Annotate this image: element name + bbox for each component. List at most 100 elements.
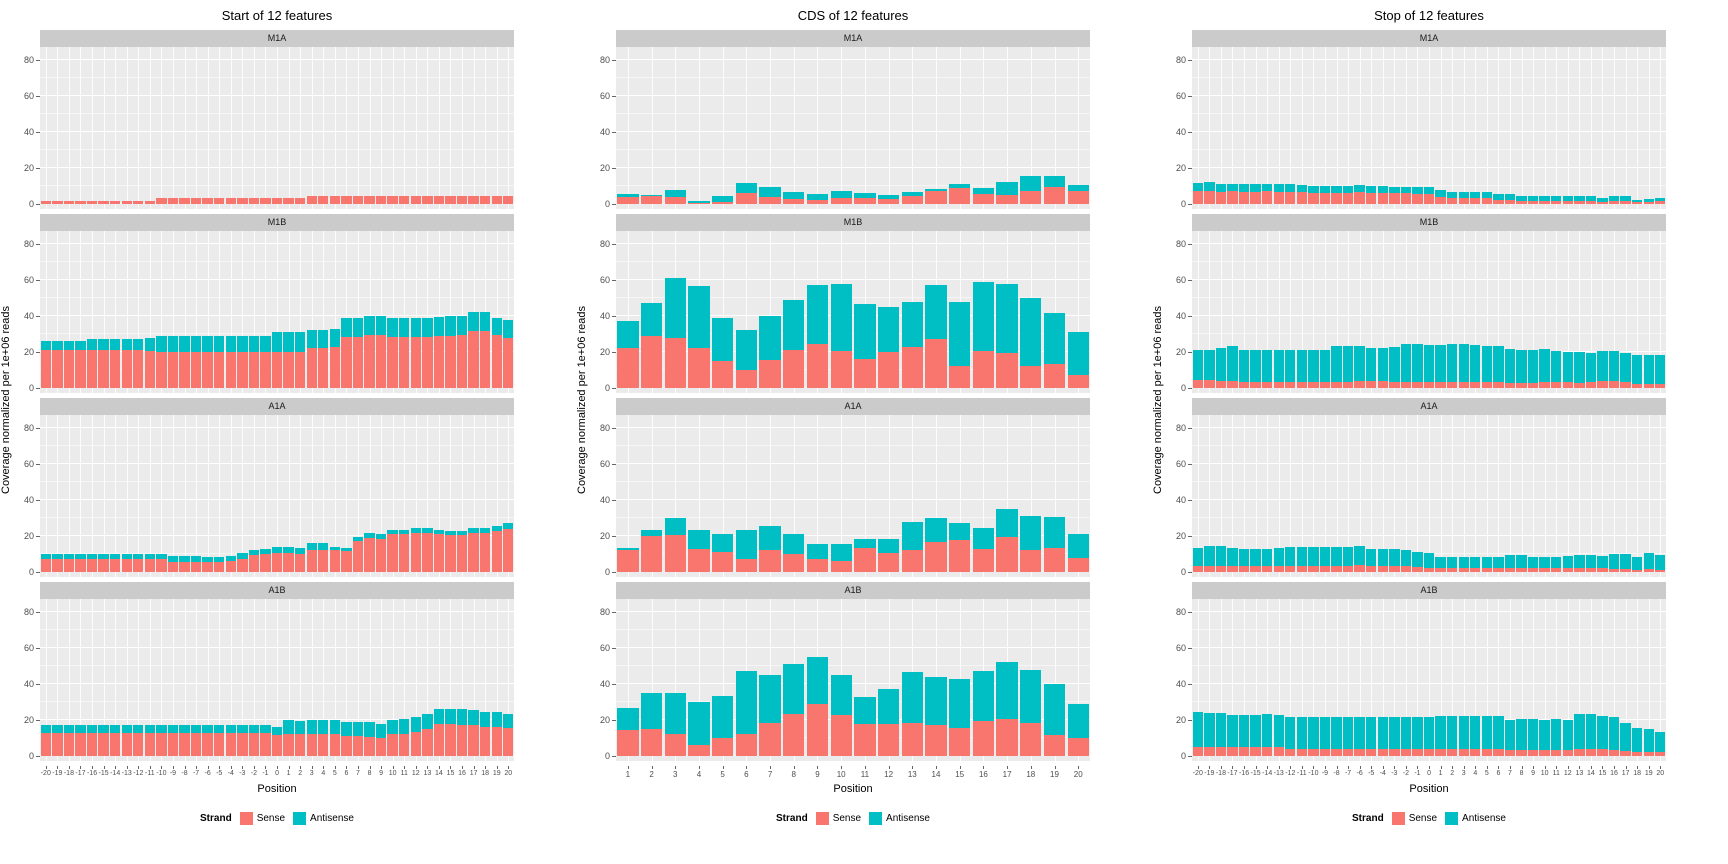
- bar-segment-antisense: [640, 195, 663, 196]
- bar-slot: [782, 47, 806, 209]
- gridline-major: [616, 427, 1090, 428]
- gridline-vertical: [149, 599, 151, 761]
- bar-segment-sense: [949, 539, 971, 572]
- stacked-bar-x1: [1435, 189, 1446, 204]
- bar-slot: [445, 415, 457, 577]
- stacked-bar-x-17: [1227, 547, 1238, 572]
- bar-segment-antisense: [1377, 717, 1388, 749]
- bar-segment-sense: [503, 528, 514, 572]
- stacked-bar-x-8: [1331, 546, 1342, 572]
- bar-slot: [1250, 231, 1262, 393]
- bar-segment-antisense: [133, 725, 144, 733]
- x-tick-mark: [1371, 766, 1373, 769]
- bar-segment-antisense: [167, 555, 179, 563]
- gridline-vertical: [1290, 415, 1292, 577]
- bar-slot: [1412, 599, 1424, 761]
- y-tick-mark: [1188, 315, 1192, 317]
- bar-segment-sense: [63, 350, 75, 388]
- bar-segment-sense: [1608, 201, 1620, 204]
- plot-panel: [616, 599, 1090, 761]
- stacked-bar-x-10: [156, 197, 167, 204]
- bar-slot: [806, 599, 830, 761]
- bar-slot: [294, 231, 306, 393]
- gridline-vertical: [207, 599, 209, 761]
- bar-slot: [1412, 47, 1424, 209]
- bar-slot: [1516, 599, 1528, 761]
- x-tick-label: 15: [446, 770, 455, 777]
- gridline-vertical: [311, 415, 313, 577]
- bar-segment-sense: [1412, 381, 1423, 388]
- gridline-vertical: [1209, 231, 1211, 393]
- y-tick: 80: [1176, 422, 1192, 434]
- y-tick-label: 80: [599, 423, 610, 433]
- gridline-vertical: [722, 599, 724, 761]
- bar-segment-antisense: [1227, 345, 1238, 381]
- x-tick-mark: [888, 766, 890, 769]
- x-tick-label: -11: [145, 770, 155, 777]
- bar-slot: [40, 231, 52, 393]
- bar-segment-sense: [1261, 381, 1273, 388]
- bar-segment-antisense: [329, 546, 341, 551]
- stacked-bar-x-18: [1215, 545, 1227, 572]
- bar-segment-sense: [1493, 568, 1504, 572]
- y-tick-mark: [1188, 535, 1192, 537]
- y-tick-label: 20: [1175, 531, 1186, 541]
- gridline-vertical: [92, 47, 94, 209]
- bar-slot: [98, 415, 110, 577]
- x-tick-mark: [1637, 766, 1639, 769]
- bar-slot: [829, 415, 853, 577]
- bar-segment-sense: [445, 535, 456, 572]
- bar-segment-sense: [410, 731, 421, 756]
- bar-segment-sense: [1551, 201, 1562, 204]
- stacked-bar-x11: [1551, 719, 1562, 756]
- stacked-bar-x11: [854, 193, 876, 204]
- stacked-bar-x16: [1608, 717, 1620, 756]
- bar-segment-antisense: [783, 192, 805, 199]
- x-tick-mark: [1579, 766, 1581, 769]
- gridline-vertical: [1359, 47, 1361, 209]
- y-tick-label: 40: [23, 495, 34, 505]
- x-tick: 1: [1435, 766, 1447, 782]
- bar-segment-sense: [294, 734, 306, 756]
- bar-segment-sense: [1331, 381, 1342, 388]
- bar-segment-sense: [1620, 750, 1631, 756]
- bar-segment-sense: [1620, 201, 1631, 204]
- bar-segment-antisense: [121, 554, 132, 560]
- x-tick-label: -14: [110, 770, 121, 777]
- stacked-bar-x13: [901, 521, 923, 572]
- bar-segment-sense: [422, 195, 433, 204]
- bar-segment-antisense: [1261, 548, 1273, 566]
- x-tick-mark: [126, 766, 128, 769]
- bar-slot: [271, 599, 283, 761]
- x-tick: -11: [144, 766, 156, 782]
- bar-segment-sense: [1043, 735, 1066, 756]
- bar-segment-antisense: [688, 702, 710, 746]
- stacked-bar-x6: [341, 317, 352, 388]
- bar-segment-sense: [387, 195, 398, 204]
- facet-strip: A1B: [40, 582, 514, 599]
- bar-segment-sense: [214, 352, 225, 388]
- legend-label-sense: Sense: [832, 813, 862, 824]
- bar-segment-sense: [1539, 201, 1550, 204]
- bar-segment-antisense: [1354, 345, 1365, 381]
- bar-slots: [1192, 415, 1666, 577]
- x-tick-label: 11: [860, 770, 870, 779]
- bar-segment-antisense: [877, 688, 900, 724]
- x-tick: -2: [1400, 766, 1412, 782]
- bar-segment-sense: [318, 347, 329, 388]
- gridline-vertical: [80, 231, 82, 393]
- bar-slot: [410, 47, 422, 209]
- bar-slot: [190, 231, 202, 393]
- bar-segment-antisense: [1227, 714, 1238, 747]
- bar-segment-antisense: [1446, 192, 1458, 198]
- bar-segment-antisense: [479, 312, 491, 332]
- bar-slot: [1215, 231, 1227, 393]
- bar-slot: [1539, 47, 1551, 209]
- x-tick: 2: [1446, 766, 1458, 782]
- bar-slot: [1043, 415, 1067, 577]
- x-tick-mark: [496, 766, 498, 769]
- bar-segment-sense: [167, 732, 179, 756]
- bar-slot: [1354, 47, 1366, 209]
- stacked-bar-x8: [783, 299, 805, 388]
- bar-segment-antisense: [144, 554, 156, 560]
